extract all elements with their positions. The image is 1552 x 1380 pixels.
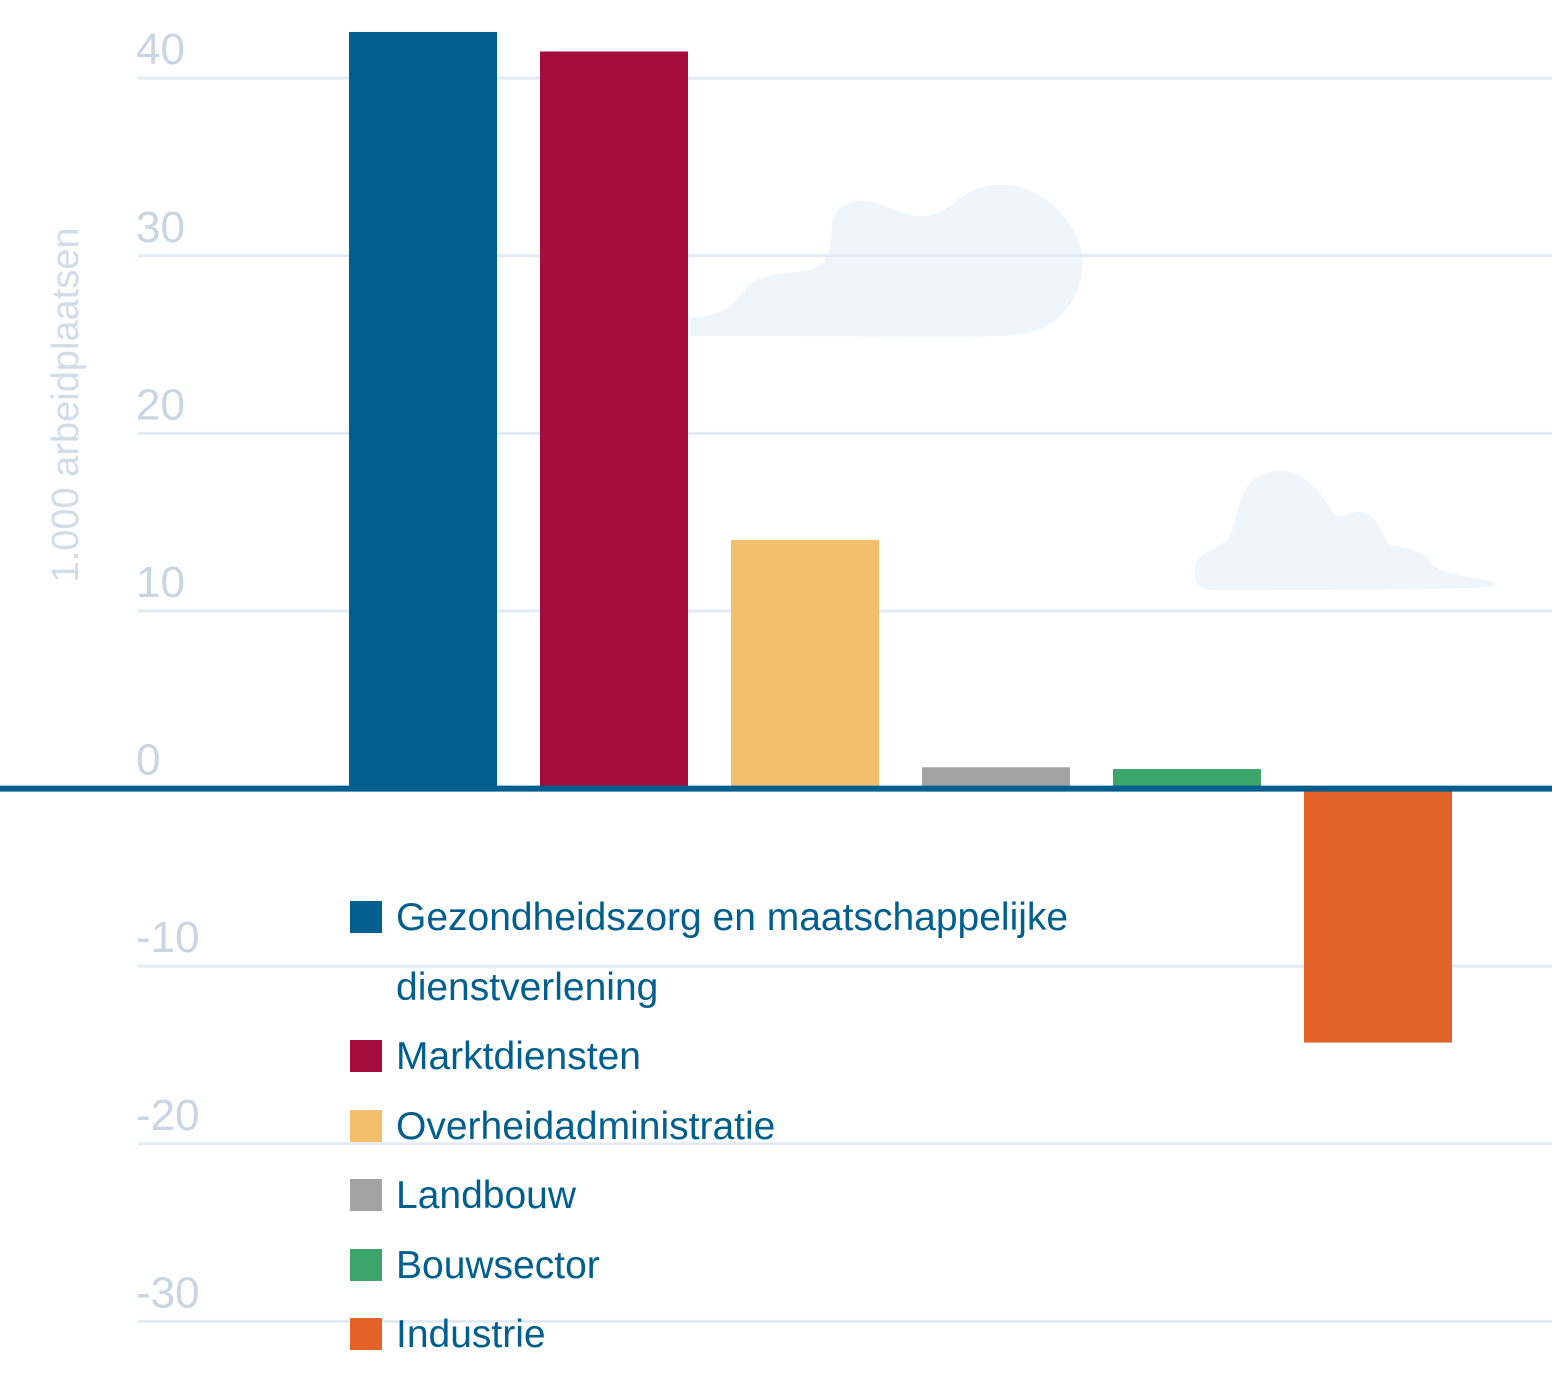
page: 1.000 arbeidplaatsen -30-20-10010203040 … <box>0 0 1552 1380</box>
legend-swatch <box>350 1040 382 1072</box>
legend-swatch <box>350 1249 382 1281</box>
bar <box>540 52 688 789</box>
legend-item: Gezondheidszorg en maatschappelijke dien… <box>350 883 1150 1022</box>
y-tick-label: 40 <box>136 25 185 74</box>
y-tick-label: 20 <box>136 380 185 429</box>
legend-item: Marktdiensten <box>350 1022 1150 1092</box>
legend-item: Overheidadministratie <box>350 1092 1150 1162</box>
y-tick-label: -30 <box>136 1268 200 1317</box>
legend-label: Industrie <box>396 1300 546 1370</box>
y-tick-label: 30 <box>136 203 185 252</box>
legend-item: Bouwsector <box>350 1231 1150 1301</box>
legend-swatch <box>350 1110 382 1142</box>
legend-label: Overheidadministratie <box>396 1092 775 1162</box>
legend-label: Marktdiensten <box>396 1022 641 1092</box>
y-tick-label: -10 <box>136 913 200 962</box>
legend-label: Bouwsector <box>396 1231 600 1301</box>
legend-item: Landbouw <box>350 1161 1150 1231</box>
clouds <box>690 185 1496 590</box>
legend-label: Landbouw <box>396 1161 576 1231</box>
bar <box>922 767 1070 788</box>
legend: Gezondheidszorg en maatschappelijke dien… <box>350 883 1150 1370</box>
legend-label: Gezondheidszorg en maatschappelijke dien… <box>396 883 1150 1022</box>
y-axis-label: 1.000 arbeidplaatsen <box>45 228 87 583</box>
bar <box>349 32 497 789</box>
legend-item: Industrie <box>350 1300 1150 1370</box>
legend-swatch <box>350 901 382 933</box>
legend-swatch <box>350 1318 382 1350</box>
y-tick-label: 0 <box>136 736 160 785</box>
bar <box>1304 789 1452 1043</box>
legend-swatch <box>350 1179 382 1211</box>
bar <box>731 540 879 789</box>
y-tick-label: 10 <box>136 558 185 607</box>
y-tick-label: -20 <box>136 1091 200 1140</box>
